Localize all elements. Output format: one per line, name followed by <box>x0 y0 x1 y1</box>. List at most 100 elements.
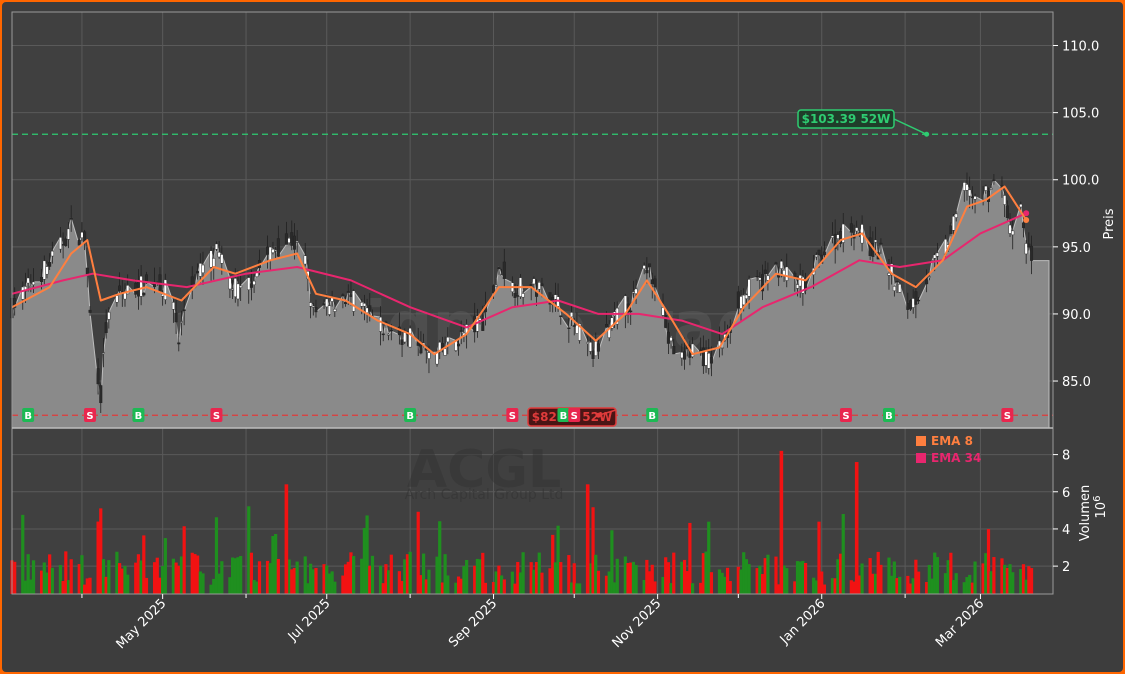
candle-body <box>45 266 49 275</box>
candle-body <box>879 242 883 245</box>
candle-body <box>1030 245 1034 261</box>
candle-body <box>911 298 915 308</box>
volume-bar <box>387 570 391 594</box>
volume-bar <box>758 565 762 594</box>
volume-bar <box>989 571 993 594</box>
candle-body <box>1019 204 1023 208</box>
volume-bar <box>739 569 743 594</box>
signal-sell-badge <box>568 408 581 422</box>
volume-bar <box>642 579 646 594</box>
candle-body <box>387 333 391 336</box>
volume-bar <box>682 559 687 594</box>
volume-bar <box>378 565 383 594</box>
volume-bar <box>838 553 843 594</box>
volume-bar <box>475 558 479 594</box>
volume-bar <box>992 557 996 594</box>
volume-bar <box>968 574 972 594</box>
candle-body <box>774 262 778 265</box>
volume-bar <box>333 581 337 594</box>
candle-body <box>209 250 213 268</box>
candle-body <box>610 317 614 329</box>
candle-body <box>497 267 501 269</box>
volume-bar <box>21 514 25 594</box>
volume-bar <box>763 558 767 594</box>
volume-bar <box>747 564 751 594</box>
price-tick-label: 105.0 <box>1062 107 1099 122</box>
candle-body <box>833 233 837 250</box>
volume-bar <box>152 562 157 594</box>
volume-bar <box>325 565 329 594</box>
volume-bar <box>118 563 122 594</box>
candle-body <box>368 305 372 312</box>
x-tick-label: Nov 2025 <box>610 596 665 651</box>
volume-bar <box>532 569 536 594</box>
legend-label: EMA 8 <box>931 434 973 448</box>
candle-body <box>892 286 896 291</box>
volume-bar <box>567 555 571 594</box>
y2-multiplier-base: 10 <box>1094 502 1109 519</box>
signal-label: S <box>509 411 516 422</box>
x-tick-label: May 2025 <box>114 596 170 652</box>
high-52w-label: $103.39 52W <box>802 112 891 126</box>
candle-body <box>952 216 956 231</box>
candle-body <box>327 305 331 315</box>
signal-sell-badge <box>506 408 519 422</box>
volume-bar <box>161 566 165 594</box>
volume-bar-spike <box>284 484 289 594</box>
volume-bar <box>217 573 221 594</box>
candle-body <box>58 237 62 250</box>
price-tick-label: 95.0 <box>1062 241 1091 256</box>
candle-body <box>578 323 582 341</box>
candle-body <box>126 285 130 295</box>
candle-body <box>381 333 385 336</box>
volume-bar <box>680 561 684 594</box>
candle-body <box>586 342 590 344</box>
volume-bar <box>104 576 108 594</box>
legend-swatch <box>916 436 926 446</box>
volume-bar <box>973 561 977 594</box>
candle-body <box>739 296 743 309</box>
candle-body <box>389 330 393 332</box>
volume-bar <box>1003 564 1007 594</box>
signal-buy-badge <box>132 408 145 422</box>
volume-bar <box>39 570 44 594</box>
volume-bar <box>766 554 770 594</box>
candle-body <box>973 196 977 200</box>
candle-body <box>362 303 366 307</box>
volume-bar <box>634 564 638 594</box>
candle-body <box>118 285 122 292</box>
volume-bar <box>77 564 81 594</box>
volume-bar <box>403 559 407 594</box>
candle-body <box>970 196 974 198</box>
ema8-line <box>11 185 1028 356</box>
volume-bar <box>723 576 727 594</box>
volume-bar <box>669 583 673 594</box>
candle-body <box>32 281 36 285</box>
volume-bar <box>690 583 695 594</box>
candle-body <box>290 232 294 246</box>
volume-bar <box>83 584 87 594</box>
volume-bar <box>136 554 141 594</box>
price-tick-label: 100.0 <box>1062 174 1099 189</box>
candle-body <box>898 284 902 293</box>
volume-bar <box>360 558 364 594</box>
candle-body <box>217 252 221 258</box>
candle-body <box>271 249 275 253</box>
candle-body <box>214 243 218 250</box>
candle-body <box>532 278 536 285</box>
candle-body <box>123 292 127 300</box>
volume-bar <box>951 580 956 594</box>
volume-bar <box>551 534 555 594</box>
volume-bar <box>271 536 275 594</box>
candle-body <box>634 288 638 294</box>
candle-body <box>570 312 574 318</box>
volume-bar <box>610 530 614 594</box>
candle-body <box>925 279 929 285</box>
volume-bar <box>31 560 36 594</box>
volume-bar <box>88 577 92 594</box>
volume-bar <box>895 578 899 594</box>
volume-bar <box>303 556 307 594</box>
candle-body <box>427 352 431 359</box>
